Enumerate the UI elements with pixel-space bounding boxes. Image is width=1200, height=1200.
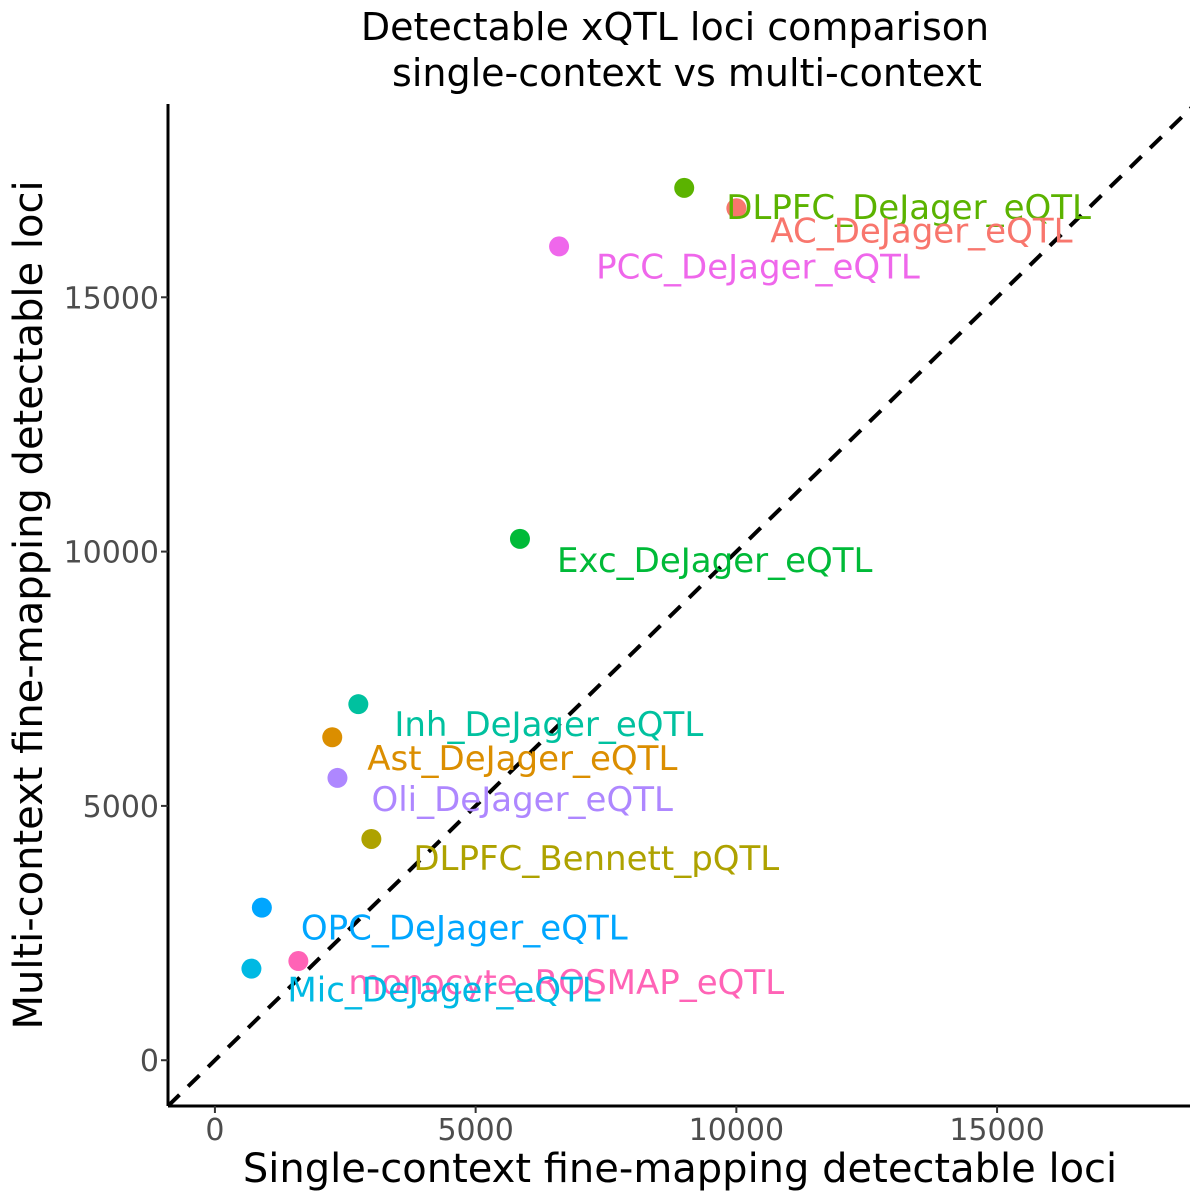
point-monocyte-rosmap-eqtl bbox=[288, 951, 309, 972]
points-layer bbox=[241, 177, 747, 979]
x-tick-label: 10000 bbox=[689, 1113, 784, 1148]
x-tick-label: 5000 bbox=[437, 1113, 513, 1148]
label-pcc-dejager-eqtl: PCC_DeJager_eQTL bbox=[596, 247, 920, 287]
chart-subtitle: single-context vs multi-context bbox=[392, 51, 982, 95]
point-opc-dejager-eqtl bbox=[251, 897, 272, 918]
point-exc-dejager-eqtl bbox=[509, 528, 530, 549]
label-dlpfc-dejager-eqtl: DLPFC_DeJager_eQTL bbox=[726, 188, 1091, 228]
x-axis-title: Single-context fine-mapping detectable l… bbox=[243, 1146, 1117, 1192]
y-tick-label: 10000 bbox=[64, 536, 159, 571]
point-labels-layer: DLPFC_DeJager_eQTLAC_DeJager_eQTLPCC_DeJ… bbox=[287, 188, 1091, 1011]
y-tick-label: 5000 bbox=[83, 790, 159, 825]
point-ac-dejager-eqtl bbox=[726, 198, 747, 219]
point-mic-dejager-eqtl bbox=[241, 958, 262, 979]
point-dlpfc-dejager-eqtl bbox=[674, 177, 695, 198]
label-ast-dejager-eqtl: Ast_DeJager_eQTL bbox=[367, 739, 677, 779]
label-ac-dejager-eqtl: AC_DeJager_eQTL bbox=[770, 211, 1072, 251]
y-tick-label: 0 bbox=[140, 1044, 159, 1079]
point-ast-dejager-eqtl bbox=[322, 727, 343, 748]
label-opc-dejager-eqtl: OPC_DeJager_eQTL bbox=[301, 909, 628, 949]
identity-reference-line bbox=[168, 106, 1190, 1106]
x-axis-ticks: 0 5000 10000 15000 bbox=[205, 1106, 1045, 1148]
label-inh-dejager-eqtl: Inh_DeJager_eQTL bbox=[394, 705, 703, 745]
point-pcc-dejager-eqtl bbox=[549, 236, 570, 257]
label-dlpfc-bennett-pqtl: DLPFC_Bennett_pQTL bbox=[413, 839, 779, 879]
point-oli-dejager-eqtl bbox=[327, 767, 348, 788]
chart-title: Detectable xQTL loci comparison bbox=[361, 5, 989, 49]
x-tick-label: 0 bbox=[205, 1113, 224, 1148]
y-tick-label: 15000 bbox=[64, 281, 159, 316]
label-oli-dejager-eqtl: Oli_DeJager_eQTL bbox=[371, 780, 673, 820]
label-exc-dejager-eqtl: Exc_DeJager_eQTL bbox=[557, 541, 873, 581]
y-axis-title: Multi-context fine-mapping detectable lo… bbox=[6, 180, 52, 1029]
point-inh-dejager-eqtl bbox=[348, 694, 369, 715]
x-tick-label: 15000 bbox=[949, 1113, 1044, 1148]
label-mic-dejager-eqtl: Mic_DeJager_eQTL bbox=[287, 971, 600, 1011]
label-monocyte-rosmap-eqtl: monocyte_ROSMAP_eQTL bbox=[348, 963, 784, 1003]
y-axis-ticks: 0 5000 10000 15000 bbox=[64, 281, 168, 1079]
point-dlpfc-bennett-pqtl bbox=[361, 828, 382, 849]
